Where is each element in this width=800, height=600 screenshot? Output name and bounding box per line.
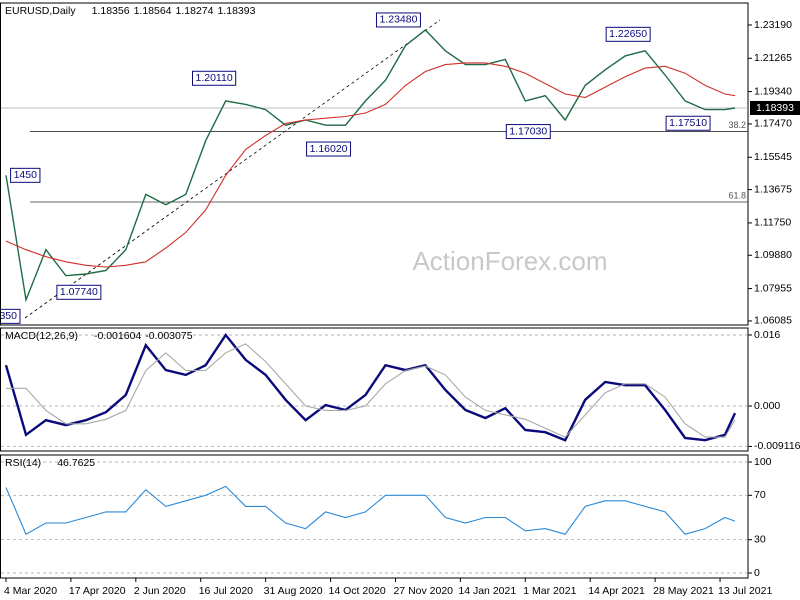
y-tick-label: 30 bbox=[754, 533, 766, 545]
x-tick-label: 13 Jul 2021 bbox=[718, 585, 772, 597]
x-tick-label: 4 Mar 2020 bbox=[4, 585, 57, 597]
y-tick-label: 1.07955 bbox=[754, 282, 792, 294]
panel-title: RSI(14) bbox=[5, 457, 41, 469]
x-tick-label: 31 Aug 2020 bbox=[264, 585, 323, 597]
header-value: -0.003075 bbox=[145, 330, 192, 342]
price-label: 1.20110 bbox=[195, 72, 232, 84]
y-tick-label: 1.17470 bbox=[754, 118, 792, 130]
series-line bbox=[5, 29, 736, 303]
panel-border bbox=[0, 2, 749, 326]
y-tick-label: 0 bbox=[754, 567, 760, 579]
y-tick-label: 100 bbox=[754, 456, 772, 468]
x-tick-label: 27 Nov 2020 bbox=[393, 585, 453, 597]
price-label: 1.17510 bbox=[669, 117, 707, 129]
header-value: 1.18356 bbox=[92, 5, 130, 17]
price-label-box bbox=[605, 26, 651, 42]
price-label: 1.07740 bbox=[60, 286, 98, 298]
header-value: -0.001604 bbox=[94, 330, 141, 342]
plot-area: 38.2 61.8 1.23480 1.20110 1.16020 1.17030 1.22… bbox=[0, 12, 748, 324]
price-label-box bbox=[1, 308, 21, 324]
panel-border bbox=[0, 454, 749, 579]
header-value: 1.18564 bbox=[134, 5, 172, 17]
header-value: 46.7625 bbox=[57, 457, 95, 469]
price-label: 1.22650 bbox=[609, 28, 647, 40]
header-value: 1.18274 bbox=[176, 5, 214, 17]
y-tick-label: 0.000 bbox=[754, 400, 780, 412]
trend-line bbox=[24, 19, 441, 319]
price-label-box bbox=[10, 167, 41, 183]
price-label-box bbox=[56, 284, 102, 300]
watermark: ActionForex.com bbox=[412, 246, 607, 276]
price-label: 1.16020 bbox=[310, 143, 348, 155]
x-tick-label: 2 Jun 2020 bbox=[134, 585, 186, 597]
price-label-box bbox=[665, 115, 711, 131]
price-label-box bbox=[505, 124, 551, 140]
y-tick-label: 1.13675 bbox=[754, 183, 792, 195]
plot-area bbox=[4, 332, 737, 442]
price-label: 1450 bbox=[14, 169, 38, 181]
price-label-box bbox=[306, 141, 352, 157]
price-label-box bbox=[191, 70, 237, 86]
last-price-box bbox=[750, 100, 800, 115]
y-tick-label: 1.21265 bbox=[754, 52, 792, 64]
y-tick-label: 1.11750 bbox=[754, 217, 791, 229]
x-tick-label: 17 Apr 2020 bbox=[69, 585, 126, 597]
y-tick-label: 1.19340 bbox=[754, 85, 792, 97]
y-tick-label: 1.09880 bbox=[754, 249, 792, 261]
header-value: 1.18393 bbox=[218, 5, 256, 17]
panel-title: EURUSD,Daily bbox=[5, 5, 76, 17]
x-tick-label: 14 Apr 2021 bbox=[588, 585, 645, 597]
y-tick-label: 1.06085 bbox=[754, 315, 792, 327]
x-tick-label: 1 Mar 2021 bbox=[523, 585, 576, 597]
last-price-label: 1.18393 bbox=[756, 102, 794, 114]
x-tick-label: 14 Oct 2020 bbox=[329, 585, 386, 597]
panel-title: MACD(12,26,9) bbox=[5, 330, 78, 342]
y-tick-label: -0.009116 bbox=[754, 440, 800, 452]
series-line bbox=[5, 62, 736, 268]
y-tick-label: 1.15545 bbox=[754, 151, 792, 163]
price-label-box bbox=[375, 12, 421, 28]
level-label: 61.8 bbox=[728, 190, 746, 200]
series-line bbox=[4, 332, 737, 442]
y-tick-label: 1.23190 bbox=[754, 19, 792, 31]
price-label: 350 bbox=[0, 310, 17, 322]
series-line bbox=[6, 343, 736, 438]
y-tick-label: 0.016 bbox=[754, 329, 780, 341]
panel-border bbox=[0, 327, 749, 452]
x-tick-label: 14 Jan 2021 bbox=[458, 585, 516, 597]
series-line bbox=[5, 485, 736, 535]
level-label: 38.2 bbox=[728, 120, 746, 130]
price-label: 1.17030 bbox=[509, 125, 547, 137]
y-tick-label: 70 bbox=[754, 489, 766, 501]
x-tick-label: 16 Jul 2020 bbox=[199, 585, 253, 597]
x-tick-label: 28 May 2021 bbox=[653, 585, 714, 597]
plot-area bbox=[5, 485, 736, 535]
price-label: 1.23480 bbox=[379, 14, 417, 26]
